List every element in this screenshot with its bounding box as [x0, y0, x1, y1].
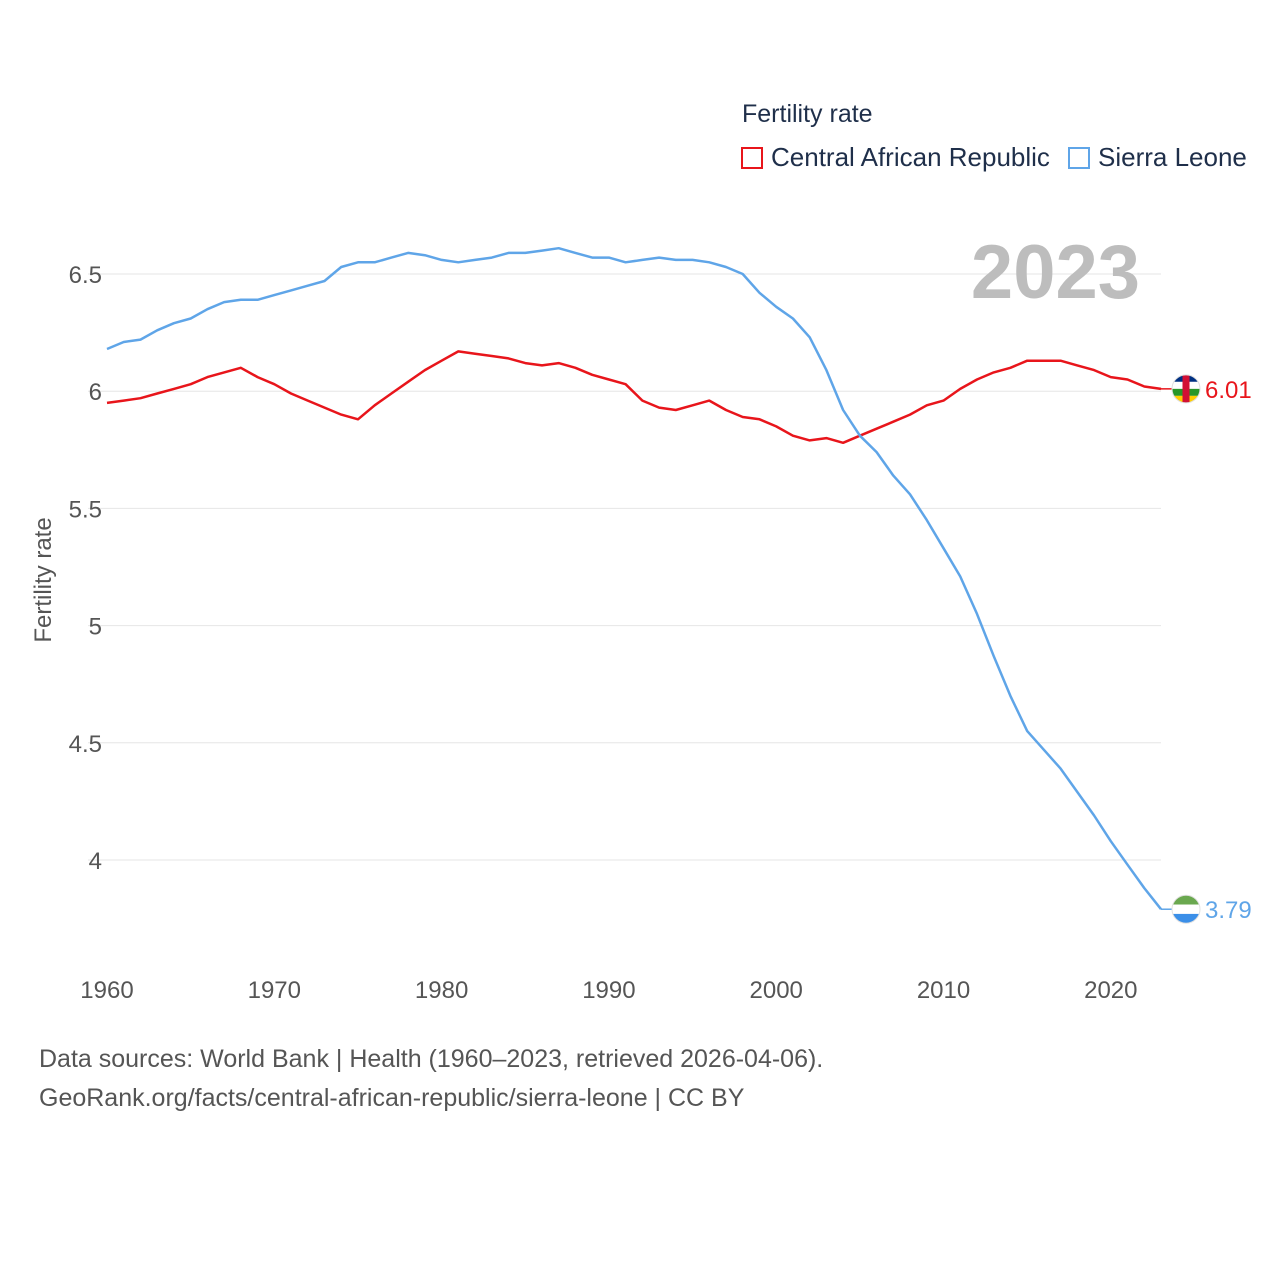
- x-axis-ticks: 1960 1970 1980 1990 2000 2010 2020: [80, 977, 1137, 1004]
- end-markers: 6.01 3.79: [1161, 374, 1252, 924]
- sierra-leone-flag-icon: [1171, 894, 1201, 924]
- series-line-0[interactable]: [106, 350, 1162, 445]
- y-axis-label: Fertility rate: [30, 517, 57, 642]
- x-tick-label: 1990: [582, 977, 635, 1004]
- legend-item-sierra-leone[interactable]: Sierra Leone: [1068, 142, 1247, 173]
- y-tick-label: 4.5: [69, 731, 102, 758]
- x-tick-label: 1980: [415, 977, 468, 1004]
- source-line-1: Data sources: World Bank | Health (1960–…: [39, 1045, 824, 1073]
- y-tick-label: 6: [89, 379, 102, 406]
- end-value-label: 6.01: [1205, 377, 1252, 404]
- y-tick-label: 6.5: [69, 262, 102, 289]
- series-line-1[interactable]: [106, 246, 1162, 910]
- x-tick-label: 2010: [917, 977, 970, 1004]
- legend-swatch-sierra-leone: [1068, 146, 1090, 169]
- gridlines: [88, 273, 1161, 861]
- y-tick-label: 5.5: [69, 496, 102, 523]
- x-tick-label: 1970: [248, 977, 301, 1004]
- end-value-label: 3.79: [1205, 897, 1252, 924]
- x-tick-label: 1960: [80, 977, 133, 1004]
- series-lines: [106, 246, 1162, 910]
- legend-label-central-african-republic: Central African Republic: [771, 142, 1050, 172]
- source-line-2: GeoRank.org/facts/central-african-republ…: [39, 1084, 745, 1112]
- y-axis-ticks: 4 4.5 5 5.5 6 6.5: [69, 262, 102, 875]
- y-tick-label: 4: [89, 848, 102, 875]
- legend-label-sierra-leone: Sierra Leone: [1098, 142, 1247, 172]
- y-tick-label: 5: [89, 614, 102, 641]
- x-tick-label: 2000: [750, 977, 803, 1004]
- year-label: 2023: [971, 230, 1140, 315]
- legend-swatch-central-african-republic: [741, 146, 763, 169]
- central-african-republic-flag-icon: [1171, 374, 1201, 404]
- x-tick-label: 2020: [1084, 977, 1137, 1004]
- legend-title: Fertility rate: [742, 100, 873, 128]
- legend-item-central-african-republic[interactable]: Central African Republic: [741, 142, 1050, 173]
